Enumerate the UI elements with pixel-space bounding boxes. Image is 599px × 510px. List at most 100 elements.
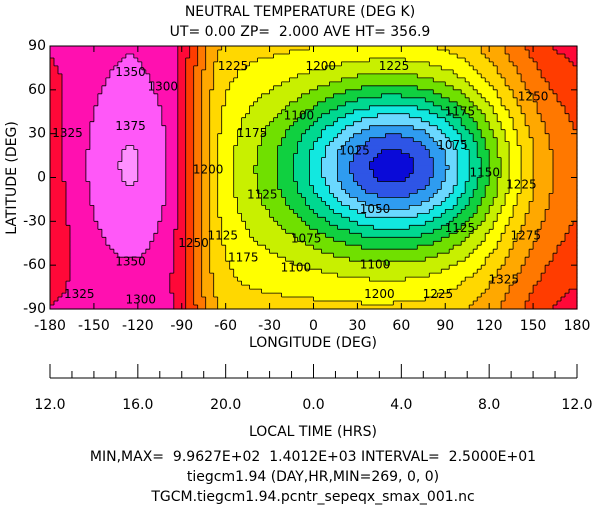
contour-label: 1325	[489, 272, 520, 286]
contour-line	[277, 85, 490, 250]
contour-band	[333, 209, 359, 214]
contour-band	[469, 157, 482, 163]
contour-band	[453, 125, 466, 131]
contour-band	[173, 229, 187, 234]
contour-band	[105, 81, 155, 87]
contour-band	[569, 225, 578, 230]
contour-band	[93, 105, 163, 111]
contour-band	[569, 113, 578, 119]
contour-band	[449, 49, 482, 55]
contour-band	[553, 173, 578, 179]
contour-band	[213, 69, 239, 75]
contour-band	[185, 113, 195, 119]
contour-band	[185, 305, 199, 310]
contour-band	[93, 209, 163, 214]
contour-band	[537, 237, 566, 242]
contour-band	[133, 145, 167, 151]
contour-band	[469, 253, 490, 258]
contour-band	[217, 53, 275, 59]
contour-band	[50, 69, 59, 75]
contour-band	[541, 221, 574, 226]
contour-band	[509, 253, 530, 258]
contour-band	[433, 205, 454, 210]
contour-band	[329, 81, 446, 87]
contour-band	[353, 173, 374, 179]
contour-band	[269, 209, 295, 214]
contour-band	[209, 169, 219, 175]
contour-band	[69, 277, 171, 282]
contour-band	[297, 73, 359, 79]
contour-band	[50, 181, 67, 187]
contour-band	[517, 193, 534, 199]
contour-band	[209, 269, 235, 274]
contour-label: 1375	[115, 119, 146, 133]
contour-band	[185, 165, 195, 171]
contour-band	[473, 301, 502, 306]
contour-band	[529, 53, 566, 59]
contour-band	[509, 141, 518, 147]
contour-band	[221, 46, 311, 51]
contour-band	[193, 97, 203, 103]
contour-band	[465, 237, 486, 242]
contour-band	[61, 93, 99, 99]
contour-band	[193, 269, 203, 274]
contour-band	[253, 237, 299, 242]
contour-band	[209, 97, 227, 103]
contour-band	[525, 257, 554, 262]
contour-band	[217, 197, 239, 203]
contour-band	[521, 73, 542, 79]
contour-band	[429, 153, 446, 159]
contour-band	[461, 117, 474, 123]
contour-band	[177, 157, 187, 163]
contour-band	[149, 73, 179, 79]
contour-band	[445, 157, 458, 163]
contour-band	[301, 217, 327, 222]
contour-label: 1100	[281, 261, 312, 275]
contour-band	[185, 237, 195, 242]
contour-band	[429, 109, 450, 115]
contour-band	[221, 129, 239, 135]
contour-band	[93, 205, 163, 210]
contour-band	[565, 105, 578, 111]
contour-band	[373, 169, 414, 175]
contour-band	[401, 133, 430, 139]
contour-band	[201, 169, 211, 175]
contour-band	[217, 181, 235, 187]
contour-band	[185, 281, 195, 286]
contour-band	[433, 193, 450, 199]
x-tick-label: 150	[520, 318, 547, 334]
contour-band	[405, 277, 466, 282]
contour-band	[513, 121, 526, 127]
contour-band	[445, 173, 458, 179]
contour-line	[193, 46, 577, 309]
contour-band	[197, 49, 207, 55]
contour-band	[177, 117, 187, 123]
contour-band	[193, 137, 203, 143]
x-tick-label: -90	[170, 318, 193, 334]
chart-title: NEUTRAL TEMPERATURE (DEG K)	[185, 4, 415, 20]
contour-band	[353, 121, 430, 127]
contour-band	[193, 73, 203, 79]
contour-band	[50, 117, 63, 123]
contour-band	[217, 185, 235, 191]
contour-band	[297, 145, 315, 151]
contour-band	[365, 141, 422, 147]
contour-band	[213, 81, 231, 87]
contour-band	[465, 57, 490, 63]
contour-band	[201, 273, 215, 278]
contour-band	[537, 233, 566, 238]
contour-band	[285, 201, 307, 206]
contour-band	[193, 285, 203, 290]
contour-band	[473, 229, 490, 234]
contour-band	[193, 65, 207, 71]
contour-band	[50, 217, 67, 222]
contour-band	[525, 117, 542, 123]
contour-band	[50, 237, 71, 242]
contour-band	[421, 233, 450, 238]
contour-band	[177, 193, 187, 199]
contour-band	[185, 81, 195, 87]
contour-band	[309, 46, 438, 51]
contour-band	[201, 69, 215, 75]
contour-band	[61, 77, 107, 83]
contour-band	[249, 109, 283, 115]
